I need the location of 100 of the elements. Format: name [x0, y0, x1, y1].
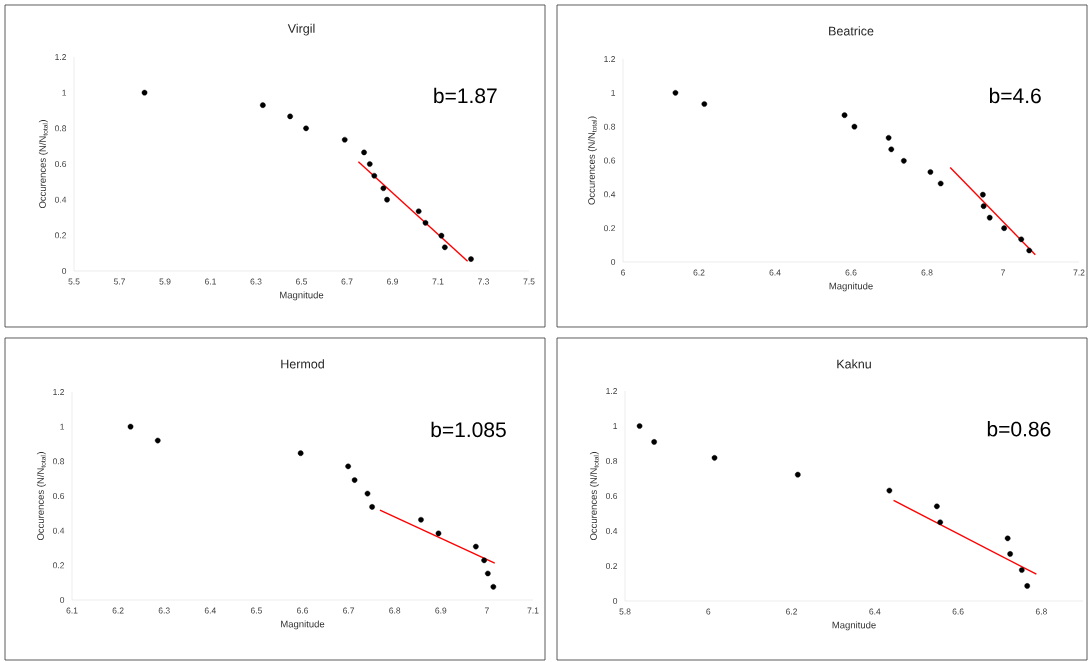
x-tick-label: 6.1 — [205, 278, 216, 285]
x-tick-label: 6.5 — [250, 607, 262, 614]
point — [341, 136, 348, 143]
point — [795, 471, 801, 478]
y-tick-label: 1.2 — [53, 389, 65, 395]
y-tick-label: 0.2 — [605, 563, 618, 569]
y-tick-label: 0.8 — [605, 458, 618, 464]
point — [841, 112, 848, 118]
y-tick-label: 0 — [613, 598, 618, 604]
point — [1019, 567, 1025, 573]
y-tick-label: 0.4 — [54, 196, 67, 203]
y-tick-label: 0 — [62, 267, 67, 274]
x-tick-label: 6.2 — [786, 608, 798, 615]
annotation: b=1.87 — [434, 87, 497, 104]
point — [415, 208, 422, 215]
x-tick-label: 6.1 — [66, 607, 78, 614]
y-tick-label: 0.8 — [603, 123, 616, 130]
point — [636, 423, 643, 429]
point — [937, 180, 944, 187]
x-tick-label: 6.3 — [250, 278, 262, 285]
point — [418, 516, 424, 523]
annotation: b=0.86 — [987, 421, 1051, 437]
y-tick-label: 0 — [60, 597, 65, 603]
x-tick-label: 6.8 — [921, 269, 933, 276]
point — [1018, 236, 1025, 243]
y-tick-label: 1 — [60, 423, 65, 430]
point — [351, 477, 358, 483]
x-tick-label: 6.6 — [952, 608, 964, 615]
x-tick-label: 7.1 — [432, 278, 444, 285]
point — [260, 102, 266, 108]
x-tick-label: 6.2 — [112, 607, 124, 614]
y-tick-label: 0.8 — [52, 458, 65, 465]
point — [287, 113, 293, 120]
x-tick-label: 6.3 — [158, 607, 170, 614]
y-axis-title: Occurences (N/N$_{total}$) — [36, 452, 46, 541]
point — [980, 203, 987, 209]
point — [927, 169, 934, 175]
point — [490, 584, 497, 590]
x-axis-title: Magnitude — [280, 291, 324, 301]
point — [438, 232, 445, 239]
y-tick-label: 1.2 — [606, 388, 618, 394]
chart-title: Hermod — [281, 359, 324, 369]
chart-title: Virgil — [287, 23, 315, 36]
x-tick-label: 6.8 — [389, 607, 401, 614]
x-tick-label: 6.2 — [693, 269, 705, 276]
x-tick-label: 5.9 — [159, 278, 171, 285]
point — [672, 90, 679, 96]
x-tick-label: 6.6 — [845, 269, 857, 276]
point — [297, 450, 304, 456]
point — [473, 543, 479, 550]
x-tick-label: 6.7 — [343, 607, 355, 614]
annotation: b=1.085 — [431, 421, 506, 438]
x-tick-label: 7.1 — [527, 607, 539, 614]
point — [980, 191, 986, 198]
x-tick-label: 6 — [706, 608, 711, 615]
x-tick-label: 6.7 — [341, 278, 353, 285]
x-tick-label: 7 — [484, 607, 489, 614]
point — [303, 125, 309, 132]
x-tick-label: 5.7 — [113, 278, 125, 285]
y-tick-label: 0.2 — [54, 232, 67, 239]
point — [422, 220, 429, 226]
y-tick-label: 0.2 — [603, 225, 616, 232]
chart-title: Beatrice — [829, 26, 874, 36]
point — [371, 172, 378, 179]
point — [851, 123, 858, 130]
point — [141, 89, 148, 96]
y-tick-label: 1.2 — [55, 54, 67, 60]
x-tick-label: 6.6 — [297, 607, 309, 614]
point — [651, 439, 657, 445]
y-tick-label: 1 — [611, 89, 616, 96]
point — [481, 557, 487, 564]
point — [901, 158, 907, 164]
x-tick-label: 6.9 — [435, 607, 447, 614]
y-tick-label: 0.2 — [52, 562, 65, 569]
point — [1004, 535, 1011, 542]
x-tick-label: 6.4 — [869, 608, 881, 615]
point — [937, 519, 943, 526]
y-tick-label: 0 — [611, 258, 616, 265]
y-tick-label: 0.6 — [605, 493, 618, 499]
x-axis-title: Magnitude — [829, 282, 873, 292]
x-tick-label: 7.5 — [523, 278, 535, 285]
x-tick-label: 6.4 — [204, 607, 216, 614]
point — [361, 149, 367, 156]
chart-title: Kaknu — [837, 359, 871, 369]
y-tick-label: 0.4 — [603, 191, 616, 198]
x-tick-label: 6.4 — [769, 269, 781, 276]
point — [1026, 247, 1033, 254]
point — [364, 490, 371, 497]
point — [1024, 583, 1031, 589]
x-tick-label: 5.5 — [68, 278, 80, 285]
point — [127, 423, 134, 430]
point — [485, 570, 491, 577]
point — [154, 437, 161, 444]
y-tick-label: 0.4 — [605, 528, 618, 534]
point — [885, 135, 892, 141]
y-tick-label: 1 — [62, 89, 67, 96]
point — [711, 455, 718, 461]
point — [442, 244, 448, 251]
x-tick-label: 7.3 — [478, 278, 490, 285]
x-tick-label: 6.5 — [296, 278, 308, 285]
